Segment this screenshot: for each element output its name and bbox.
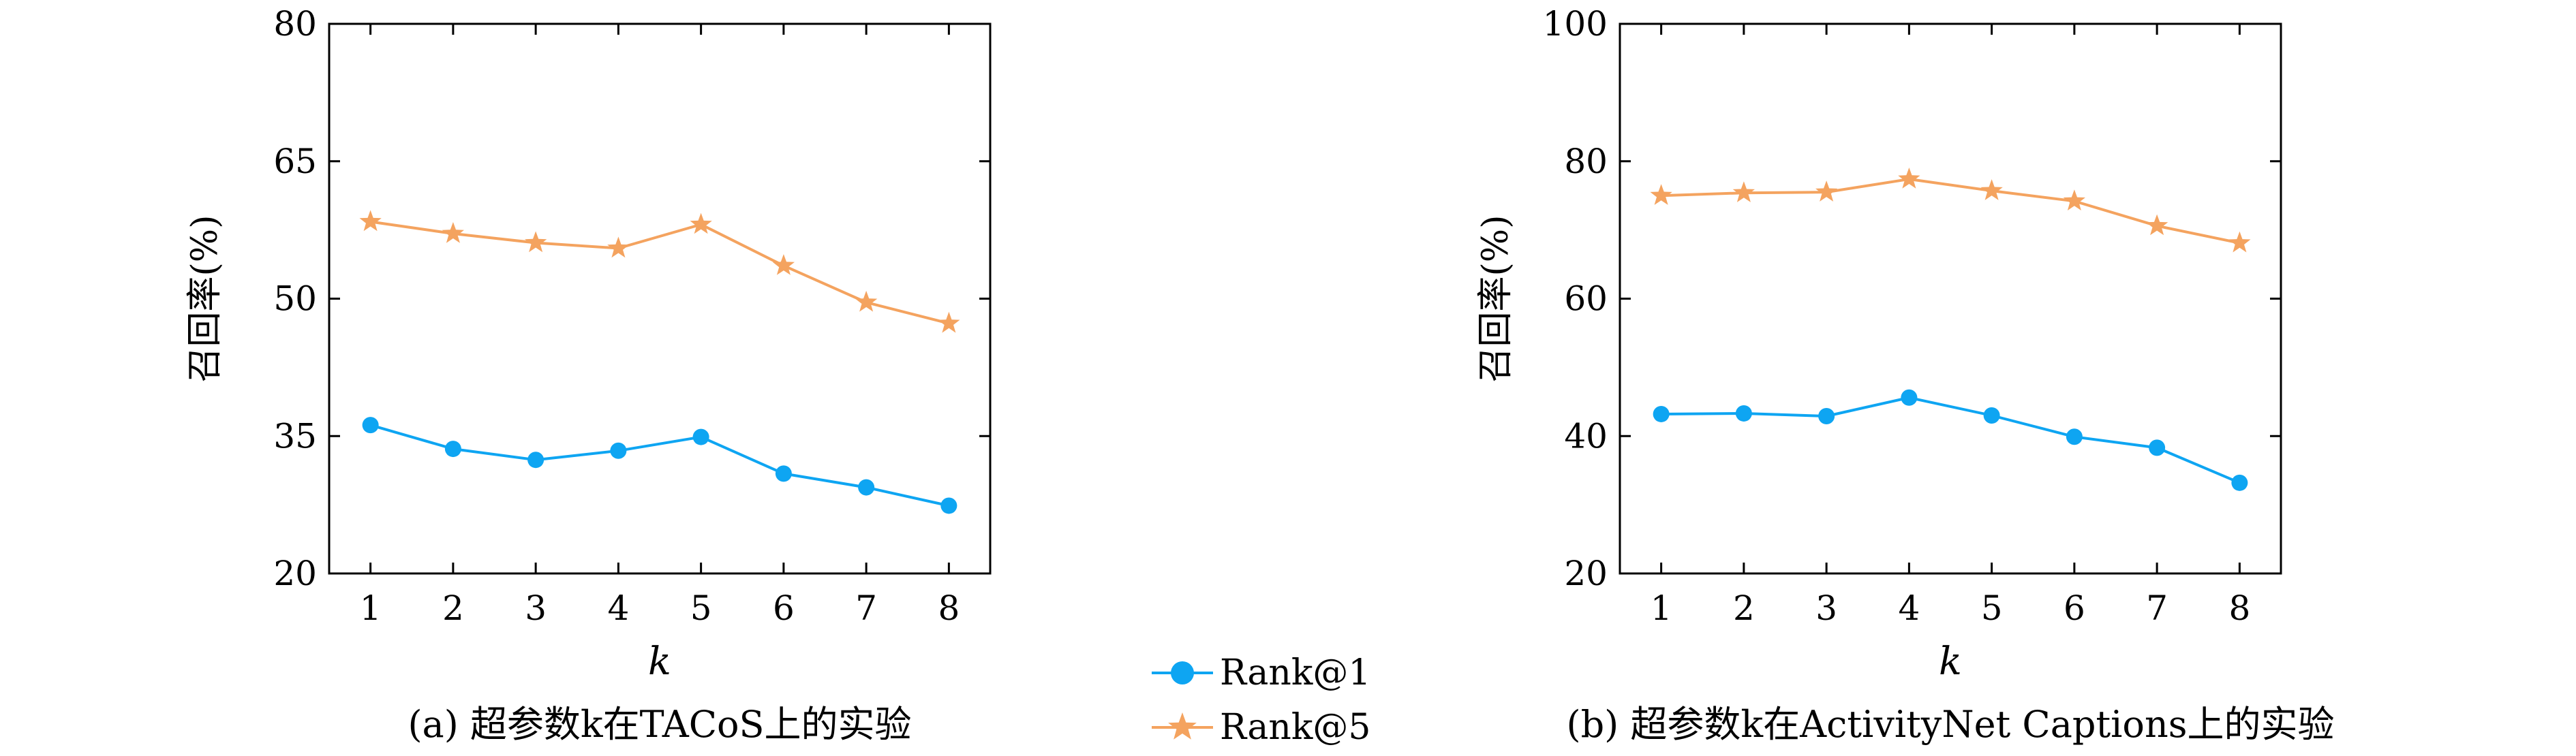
legend-entry-rank5: Rank@5 <box>1152 707 1370 748</box>
data-point-rank5 <box>607 236 630 258</box>
legend-rank1-marker <box>1171 661 1194 684</box>
y-tick-label: 20 <box>1564 554 1608 593</box>
legend: Rank@1 Rank@5 <box>1152 652 1370 748</box>
data-point-rank1 <box>1983 407 2000 424</box>
x-tick-label: 7 <box>855 588 877 628</box>
y-tick-label: 80 <box>273 4 317 44</box>
series-line-rank1 <box>370 424 949 507</box>
x-tick-label: 3 <box>1815 588 1837 628</box>
x-tick-label: 4 <box>1898 588 1920 628</box>
data-point-rank1 <box>1735 405 1752 422</box>
chart-caption: (b) 超参数k在ActivityNet Captions上的实验 <box>1567 703 2335 746</box>
data-point-rank5 <box>525 231 547 253</box>
x-tick-label: 6 <box>2064 588 2085 628</box>
y-axis-label: 召回率(%) <box>1475 215 1516 383</box>
data-point-rank1 <box>610 442 627 459</box>
y-tick-label: 50 <box>273 279 317 319</box>
y-tick-label: 100 <box>1543 4 1608 44</box>
data-point-rank5 <box>938 311 960 333</box>
series-line-rank5 <box>1661 178 2240 245</box>
series-line-rank1 <box>1661 396 2241 484</box>
legend-rank5-label: Rank@5 <box>1220 707 1370 748</box>
data-point-rank1 <box>940 497 957 514</box>
y-tick-label: 80 <box>1564 142 1608 181</box>
data-point-rank1 <box>444 441 461 458</box>
x-tick-label: 8 <box>2228 588 2250 628</box>
data-point-rank1 <box>775 465 792 482</box>
data-point-rank5 <box>442 222 464 243</box>
data-point-rank5 <box>1650 184 1672 205</box>
data-point-rank1 <box>527 452 545 469</box>
data-point-rank1 <box>1901 389 1918 406</box>
data-point-rank5 <box>690 212 712 234</box>
data-point-rank1 <box>2066 428 2083 445</box>
x-tick-label: 3 <box>525 588 547 628</box>
data-point-rank1 <box>692 428 709 445</box>
x-tick-label: 7 <box>2146 588 2168 628</box>
data-point-rank1 <box>1818 407 1835 424</box>
x-tick-label: 5 <box>690 588 712 628</box>
series-line-rank5 <box>370 220 949 325</box>
chart-activitynet: 20 40 60 80 100 1 2 3 4 5 6 7 8 k 召回率(%) (b) 超参数k在Activ… <box>1475 4 2334 746</box>
x-axis-label: k <box>1939 640 1962 684</box>
data-point-rank5 <box>1898 168 1920 189</box>
data-point-rank1 <box>362 417 379 434</box>
chart-caption: (a) 超参数k在TACoS上的实验 <box>408 703 911 746</box>
x-axis-label: k <box>648 640 671 684</box>
data-point-rank5 <box>855 290 878 312</box>
y-tick-label: 40 <box>1564 416 1608 456</box>
data-point-rank5 <box>359 210 382 232</box>
x-tick-label: 2 <box>1733 588 1755 628</box>
data-point-rank5 <box>2228 231 2251 253</box>
x-tick-label: 4 <box>607 588 629 628</box>
data-point-rank5 <box>1980 179 2003 200</box>
data-point-rank5 <box>772 254 795 275</box>
legend-rank1-label: Rank@1 <box>1220 652 1370 693</box>
data-point-rank1 <box>2231 474 2248 491</box>
y-axis-label: 召回率(%) <box>185 215 226 383</box>
y-tick-label: 35 <box>273 416 317 456</box>
data-point-rank5 <box>2063 189 2085 210</box>
x-tick-label: 5 <box>1981 588 2003 628</box>
legend-rank5-marker <box>1168 712 1197 740</box>
y-tick-label: 60 <box>1564 279 1608 319</box>
data-point-rank1 <box>1653 405 1670 422</box>
y-tick-label: 65 <box>273 142 317 181</box>
data-point-rank1 <box>858 479 875 496</box>
data-point-rank5 <box>1815 180 1838 202</box>
x-tick-label: 8 <box>938 588 960 628</box>
legend-entry-rank1: Rank@1 <box>1152 652 1370 693</box>
y-tick-label: 20 <box>273 554 317 593</box>
data-point-rank5 <box>2146 214 2168 236</box>
x-tick-label: 1 <box>1651 588 1672 628</box>
data-point-rank5 <box>1732 181 1755 202</box>
data-point-rank1 <box>2149 439 2166 456</box>
x-tick-label: 6 <box>773 588 795 628</box>
x-tick-label: 2 <box>442 588 464 628</box>
x-tick-label: 1 <box>360 588 382 628</box>
chart-tacos: 20 35 50 65 80 1 2 3 4 5 6 7 8 k 召回率(%) (a) 超参数k在TACoS上… <box>185 4 992 746</box>
